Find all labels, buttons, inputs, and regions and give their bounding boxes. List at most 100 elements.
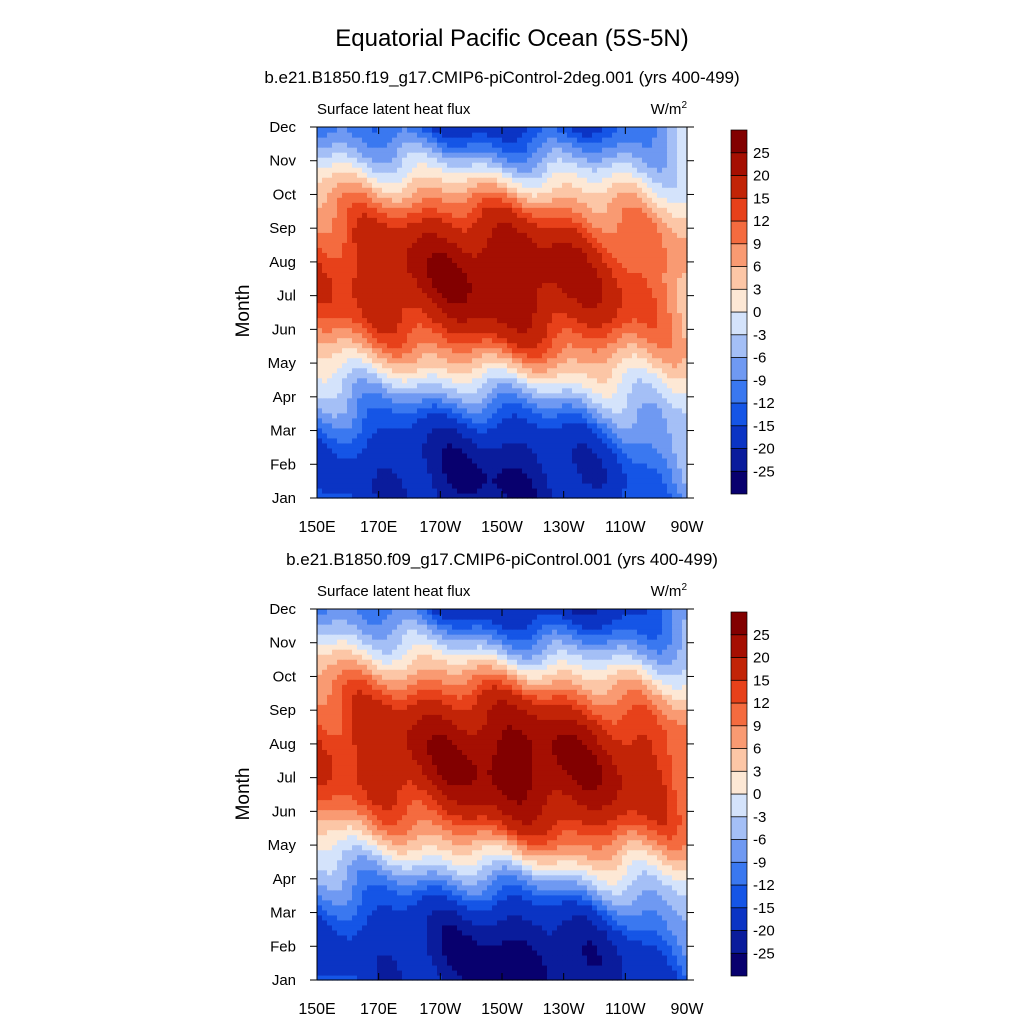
heatmap-cell [647,352,653,359]
heatmap-cell [547,312,553,319]
heatmap-cell [432,452,438,459]
heatmap-cell [427,317,433,324]
heatmap-cell [332,387,338,394]
heatmap-cell [532,292,538,299]
heatmap-cell [527,177,533,183]
heatmap-cell [377,257,383,263]
heatmap-cell [622,317,628,324]
heatmap-cell [537,172,543,178]
heatmap-cell [397,157,403,163]
heatmap-cell [627,182,633,188]
heatmap-cell [627,227,633,233]
heatmap-cell [482,247,488,253]
heatmap-cell [677,252,683,258]
heatmap-cell [657,462,663,469]
heatmap-cell [607,197,613,203]
heatmap-cell [352,392,358,399]
heatmap-cell [677,192,683,198]
heatmap-cell [627,327,633,334]
heatmap-cell [652,227,658,233]
heatmap-cell [377,212,383,218]
heatmap-cell [572,217,578,223]
heatmap-cell [567,257,573,263]
heatmap-cell [497,177,503,183]
heatmap-cell [652,477,658,484]
heatmap-cell [582,422,588,429]
heatmap-cell [457,357,463,364]
heatmap-cell [607,452,613,459]
heatmap-cell [382,467,388,474]
heatmap-cell [512,347,518,354]
heatmap-cell [552,472,558,479]
heatmap-cell [562,467,568,474]
heatmap-cell [637,487,643,494]
heatmap-cell [372,447,378,454]
heatmap-cell [342,382,348,389]
heatmap-cell [327,307,333,314]
heatmap-cell [642,407,648,414]
heatmap-cell [562,177,568,183]
heatmap-cell [482,382,488,389]
heatmap-cell [497,372,503,379]
heatmap-cell [477,402,483,409]
heatmap-cell [337,292,343,299]
heatmap-cell [677,172,683,178]
heatmap-cell [327,227,333,233]
heatmap-cell [642,212,648,218]
heatmap-cell [322,297,328,304]
heatmap-cell [442,357,448,364]
heatmap-cell [602,377,608,384]
heatmap-cell [612,247,618,253]
heatmap-cell [517,187,523,193]
heatmap-cell [592,282,598,289]
heatmap-cell [332,262,338,268]
heatmap-cell [477,477,483,484]
heatmap-cell [442,432,448,439]
heatmap-cell [547,202,553,208]
heatmap-cell [517,387,523,394]
heatmap-cell [447,347,453,354]
heatmap-cell [667,342,673,349]
heatmap-cell [327,217,333,223]
heatmap-cell [662,467,668,474]
heatmap-cell [607,272,613,278]
heatmap-cell [577,297,583,304]
heatmap-cell [612,492,618,499]
heatmap-cell [452,422,458,429]
heatmap-cell [362,197,368,203]
heatmap-cell [342,357,348,364]
heatmap-cell [567,427,573,434]
heatmap-cell [632,462,638,469]
heatmap-cell [472,462,478,469]
heatmap-cell [442,222,448,228]
heatmap-cell [477,267,483,273]
heatmap-cell [677,477,683,484]
heatmap-cell [402,267,408,273]
heatmap-cell [667,382,673,389]
heatmap-cell [657,202,663,208]
heatmap-cell [492,187,498,193]
heatmap-cell [632,362,638,369]
heatmap-cell [472,477,478,484]
heatmap-cell [552,172,558,178]
heatmap-cell [532,312,538,319]
heatmap-cell [502,377,508,384]
heatmap-cell [527,472,533,479]
heatmap-cell [667,427,673,434]
heatmap-cell [352,162,358,168]
heatmap-cell [512,397,518,404]
heatmap-cell [337,267,343,273]
heatmap-cell [592,412,598,419]
heatmap-cell [447,392,453,399]
heatmap-cell [657,452,663,459]
heatmap-cell [447,217,453,223]
heatmap-cell [587,257,593,263]
heatmap-cell [327,207,333,213]
heatmap-cell [472,237,478,243]
heatmap-cell [422,467,428,474]
heatmap-cell [647,432,653,439]
heatmap-cell [417,262,423,268]
heatmap-cell [447,417,453,424]
heatmap-cell [622,472,628,479]
heatmap-cell [362,287,368,294]
